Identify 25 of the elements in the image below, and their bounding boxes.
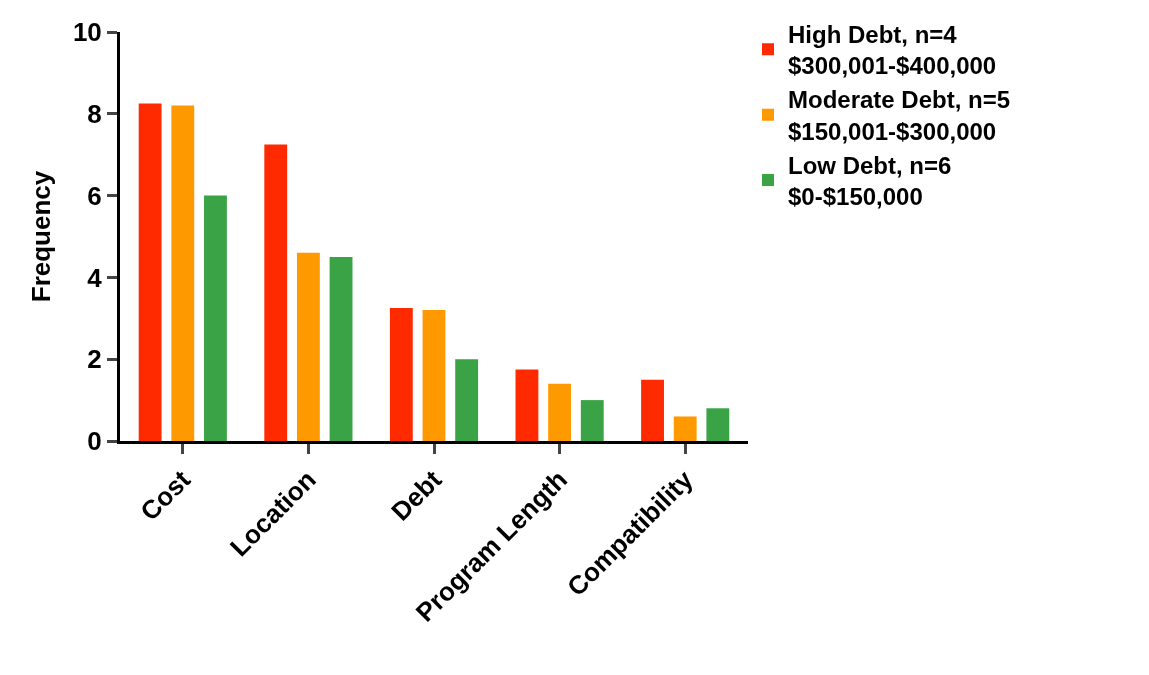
bar <box>329 256 353 441</box>
bar <box>422 310 446 441</box>
legend-label: High Debt, n=4 $300,001-$400,000 <box>788 21 997 80</box>
bar <box>580 400 604 441</box>
bar <box>171 105 195 441</box>
bar <box>548 383 572 441</box>
legend-label: Low Debt, n=6 $0-$150,000 <box>788 151 952 211</box>
bar <box>673 416 697 441</box>
bar <box>204 195 227 441</box>
y-tick-label: 8 <box>87 98 102 129</box>
y-tick-label: 4 <box>87 262 103 293</box>
bar <box>389 308 413 441</box>
bar <box>138 103 162 441</box>
y-tick-label: 6 <box>87 180 102 211</box>
bar <box>264 144 288 441</box>
y-tick-label: 10 <box>72 17 102 48</box>
bar <box>455 359 479 441</box>
bar <box>641 379 664 441</box>
y-axis-title: Frequency <box>26 170 57 303</box>
bar <box>296 252 320 441</box>
y-tick-label: 2 <box>87 344 102 375</box>
bar <box>706 408 730 441</box>
legend-label: Moderate Debt, n=5 $150,001-$300,000 <box>788 86 1011 145</box>
y-tick-label: 0 <box>87 426 102 457</box>
bar <box>515 369 539 441</box>
